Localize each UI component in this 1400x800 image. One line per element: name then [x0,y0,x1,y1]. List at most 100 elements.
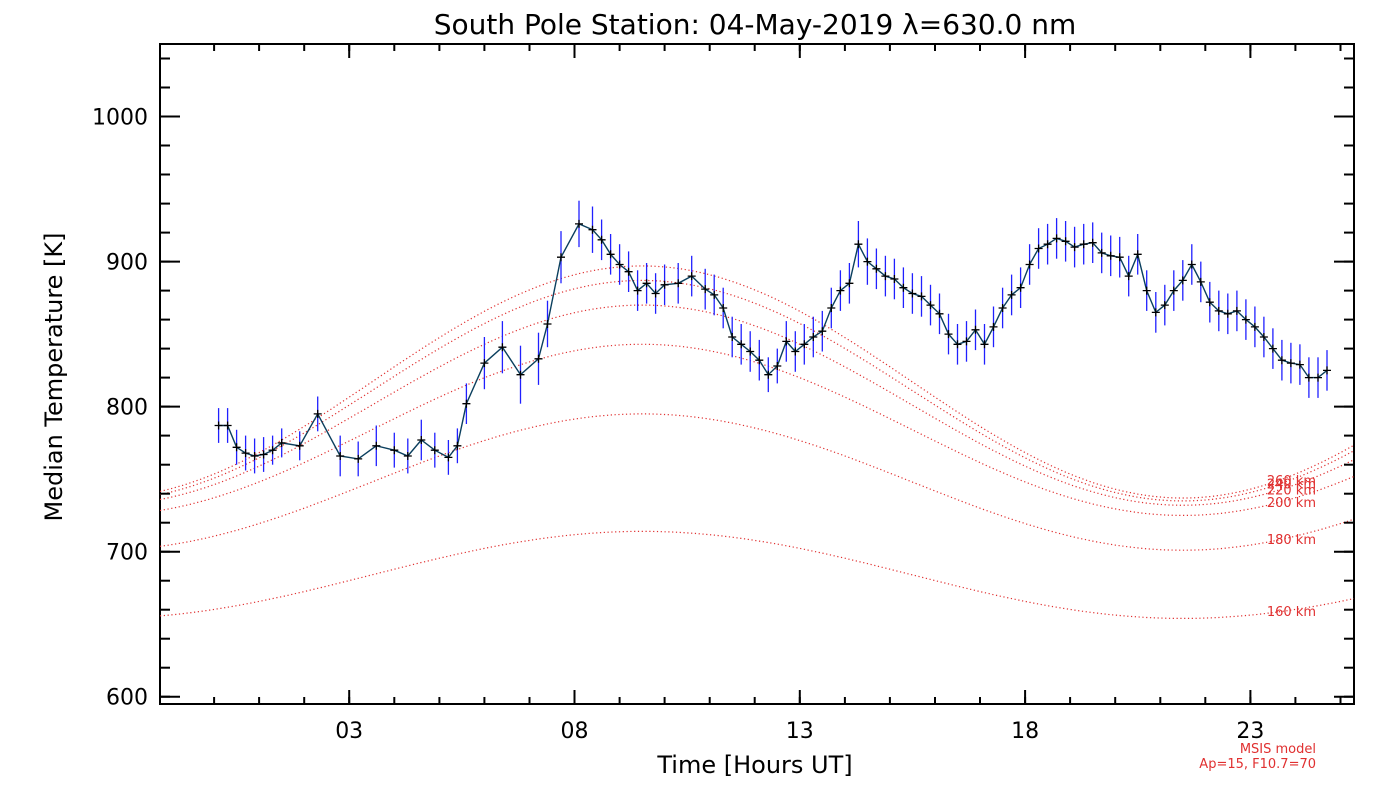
data-point-marker [1097,248,1106,257]
model-name-label: MSIS model [1240,742,1316,757]
data-point-marker [214,421,223,430]
data-point-marker [809,333,818,341]
data-point-marker [863,257,872,266]
y-axis-label: Median Temperature [K] [40,232,68,521]
data-point-marker [1323,366,1331,375]
model-curve-label: 180 km [1267,533,1316,548]
data-point-marker [1314,373,1322,382]
data-point-marker [1106,251,1115,260]
data-point-marker [390,446,399,455]
data-point-marker [818,327,827,336]
data-point-marker [836,286,845,295]
data-point-marker [791,347,800,356]
data-point-marker [687,272,696,281]
data-point-marker [1070,243,1079,252]
data-point-marker [480,359,489,368]
data-point-marker [719,304,728,312]
data-point-marker [1277,356,1286,365]
model-params-label: Ap=15, F10.7=70 [1199,757,1316,772]
x-tick-label: 13 [786,719,814,744]
data-point-marker [701,285,710,294]
data-point-marker [534,354,543,363]
data-point-marker [755,356,764,365]
data-point-marker [1052,234,1061,243]
data-point-marker [935,309,944,318]
data-point-marker [241,449,250,458]
chart-title: South Pole Station: 04-May-2019 λ=630.0 … [434,8,1077,41]
x-tick-label: 03 [335,719,363,744]
data-point-marker [268,446,277,455]
temperature-line [218,223,1328,460]
model-curve [159,343,1355,516]
model-curve-label: 200 km [1267,496,1316,511]
data-point-marker [516,370,525,379]
model-curve [159,413,1355,551]
data-point-marker [872,264,881,273]
data-point-marker [372,441,381,450]
data-point-marker [881,272,890,281]
data-point-marker [250,452,259,460]
data-point-marker [1115,253,1124,262]
x-tick-label: 23 [1236,719,1264,744]
data-point-marker [1169,286,1178,295]
data-point-marker [773,362,782,370]
data-point-marker [899,283,908,292]
data-point-marker [764,370,773,379]
data-point-marker [926,301,935,310]
data-point-marker [1223,309,1232,318]
model-curve [159,265,1355,499]
data-point-marker [998,304,1007,312]
data-point-marker [606,250,615,259]
y-tick-label: 1000 [92,106,148,131]
data-point-marker [1241,315,1250,324]
data-point-marker [1007,290,1016,299]
data-point-marker [908,289,917,298]
data-point-marker [827,304,836,312]
data-point-marker [1196,277,1205,286]
data-point-marker [1286,359,1295,368]
data-point-marker [854,240,863,249]
data-point-marker [1178,276,1187,285]
data-point-marker [313,409,322,418]
data-point-marker [1151,308,1160,317]
data-point-marker [651,289,660,298]
data-point-marker [575,219,583,228]
data-point-marker [782,337,791,346]
model-curve-label: 220 km [1267,484,1316,499]
data-point-marker [1187,260,1196,269]
data-point-marker [453,441,462,450]
data-point-marker [633,286,642,295]
data-point-marker [800,340,809,349]
data-point-marker [962,337,971,346]
data-point-marker [1268,344,1277,353]
y-tick-label: 600 [106,686,148,711]
data-point-marker [890,275,899,283]
x-axis-label: Time [Hours UT] [656,751,852,779]
y-tick-label: 900 [106,251,148,276]
x-tick-label: 08 [561,719,589,744]
data-point-marker [588,225,597,234]
x-tick-label: 18 [1011,719,1039,744]
data-point-marker [737,340,746,349]
data-point-marker [259,450,268,459]
data-point-marker [1079,240,1088,249]
data-point-marker [615,260,624,269]
data-point-marker [403,452,412,460]
data-point-marker [498,343,507,352]
data-point-marker [444,453,453,462]
data-point-marker [710,290,719,299]
y-tick-label: 700 [106,541,148,566]
y-tick-label: 800 [106,396,148,421]
data-point-marker [980,340,989,349]
data-point-marker [1214,306,1223,315]
data-point-marker [223,421,232,430]
data-point-marker [1088,238,1097,247]
model-curve [159,279,1355,502]
axes: 03 08 13 18 23 600 700 800 900 1000 [92,44,1354,744]
data-point-marker [674,279,683,288]
plot-frame [159,43,1355,705]
data-point-marker [1295,360,1304,369]
data-point-marker [1061,237,1070,246]
